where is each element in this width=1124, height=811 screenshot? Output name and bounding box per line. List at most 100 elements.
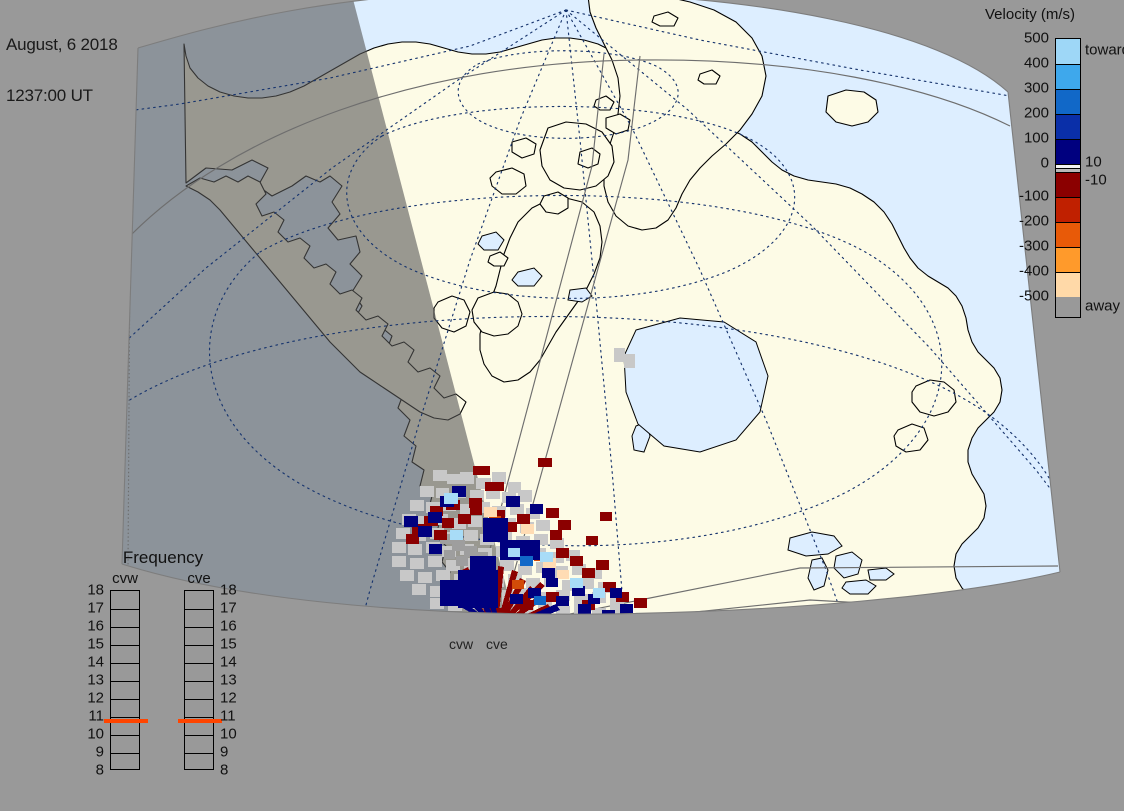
frequency-scale-right-12: 12 — [220, 689, 237, 707]
geomag-lat-60 — [208, 194, 943, 547]
frequency-scale-left-9: 9 — [95, 743, 104, 761]
hudson-bay — [623, 317, 769, 453]
map-outer-border — [121, 0, 1061, 615]
velocity-label-plus-10: 10 — [1085, 153, 1102, 171]
island-small-3 — [697, 69, 721, 85]
geomag-meridian-2 — [565, 9, 637, 615]
island-qe-1 — [489, 167, 527, 195]
velocity-band-6 — [1056, 168, 1080, 172]
frequency-marker-cve — [178, 718, 222, 723]
great-lakes — [477, 231, 895, 595]
frequency-tick-9 — [185, 753, 213, 754]
frequency-scale-left: 18 17 16 15 14 13 12 11 10 9 8 — [78, 582, 104, 779]
frequency-tick-17 — [185, 609, 213, 610]
frequency-tick-12 — [111, 699, 139, 700]
geomag-lat-70 — [346, 105, 796, 299]
velocity-band-8 — [1056, 197, 1080, 222]
island-small-4 — [651, 11, 679, 27]
frequency-legend-title: Frequency — [122, 548, 204, 567]
frequency-tick-16 — [111, 627, 139, 628]
frequency-bar-cvw — [104, 590, 148, 770]
frequency-scale-left-16: 16 — [87, 617, 104, 635]
velocity-label-minus-10: -10 — [1085, 171, 1107, 189]
frequency-tick-17 — [111, 609, 139, 610]
cve-beam-edge-north — [498, 55, 641, 615]
frequency-tick-10 — [111, 735, 139, 736]
geomag-lat-80 — [457, 50, 679, 139]
velocity-tick-100: 100 — [1023, 129, 1049, 147]
velocity-band-5 — [1056, 164, 1080, 168]
lake-superior — [787, 531, 843, 557]
frequency-scale-left-17: 17 — [87, 599, 104, 617]
velocity-band-9 — [1056, 222, 1080, 247]
frequency-scale-left-8: 8 — [95, 761, 104, 779]
geomag-meridian-4 — [565, 9, 1060, 581]
radar-data-cells — [392, 348, 647, 615]
velocity-tick-200: 200 — [1023, 104, 1049, 122]
velocity-strong-away-cells — [484, 507, 569, 579]
velocity-legend: Velocity (m/s) 500 400 300 200 100 0 -100 -200 -… — [985, 4, 1124, 334]
frequency-column-label-cvw: cvw — [112, 570, 138, 587]
frequency-scale-left-10: 10 — [87, 725, 104, 743]
velocity-tick-labels: 500 400 300 200 100 0 -100 -200 -300 -400 -500 — [985, 29, 1049, 324]
frequency-tick-11 — [185, 717, 213, 718]
frequency-scale-right-13: 13 — [220, 671, 237, 689]
frequency-tick-9 — [111, 753, 139, 754]
velocity-side-labels: toward 10-10 away — [1085, 32, 1124, 324]
lake-erie — [841, 579, 877, 595]
velocity-band-11 — [1056, 272, 1080, 297]
frequency-legend: Frequency cvw cve 18 17 16 15 14 13 12 11 10 9 8 1… — [78, 548, 248, 780]
velocity-tick--500: -500 — [1018, 287, 1049, 305]
island-qe-2 — [539, 191, 569, 215]
frequency-scale-left-14: 14 — [87, 653, 104, 671]
frequency-scale-right: 18 17 16 15 14 13 12 11 10 9 8 — [220, 582, 246, 779]
iceland — [825, 89, 879, 127]
velocity-label-away: away — [1085, 297, 1121, 315]
frequency-scale-right-18: 18 — [220, 581, 237, 599]
geomag-meridian-1 — [329, 9, 567, 615]
velocity-tick-300: 300 — [1023, 79, 1049, 97]
frequency-tick-11 — [111, 717, 139, 718]
greenland — [587, 0, 767, 231]
geomagnetic-grid — [122, 9, 1060, 615]
velocity-band-4 — [1056, 139, 1080, 164]
frequency-bar-cve — [178, 590, 222, 770]
timestamp-time: 1237:00 UT — [6, 86, 93, 105]
newfoundland — [911, 379, 957, 417]
velocity-band-1 — [1056, 64, 1080, 89]
frequency-tick-14 — [185, 663, 213, 664]
frequency-column-label-cve: cve — [187, 570, 211, 587]
frequency-tick-13 — [111, 681, 139, 682]
velocity-mid-positive-cells — [520, 556, 546, 605]
velocity-tick-500: 500 — [1023, 29, 1049, 47]
lake-ontario — [867, 567, 895, 581]
velocity-tick--200: -200 — [1018, 212, 1049, 230]
radar-site-label-cvw: cvw — [449, 636, 474, 652]
lake-michigan — [807, 557, 829, 591]
radar-site-label-cve: cve — [486, 636, 508, 652]
velocity-tick--100: -100 — [1018, 187, 1049, 205]
frequency-tick-16 — [185, 627, 213, 628]
frequency-scale-left-12: 12 — [87, 689, 104, 707]
frequency-tick-10 — [185, 735, 213, 736]
frequency-tick-12 — [185, 699, 213, 700]
frequency-tick-13 — [185, 681, 213, 682]
velocity-band-2 — [1056, 89, 1080, 114]
frequency-tick-15 — [185, 645, 213, 646]
ellesmere-island — [539, 121, 615, 191]
fov-boundary-arc-north — [125, 59, 1011, 241]
frequency-scale-right-16: 16 — [220, 617, 237, 635]
island-qe-4 — [511, 137, 537, 159]
cvw-beam-edge-north — [469, 53, 605, 615]
frequency-scale-left-18: 18 — [87, 581, 104, 599]
frequency-tick-14 — [111, 663, 139, 664]
frequency-tick-15 — [111, 645, 139, 646]
velocity-legend-title: Velocity (m/s) — [985, 6, 1076, 23]
frequency-scale-left-13: 13 — [87, 671, 104, 689]
frequency-marker-cvw — [104, 718, 148, 723]
timestamp-date: August, 6 2018 — [6, 35, 118, 54]
frequency-scale-right-9: 9 — [220, 743, 229, 761]
